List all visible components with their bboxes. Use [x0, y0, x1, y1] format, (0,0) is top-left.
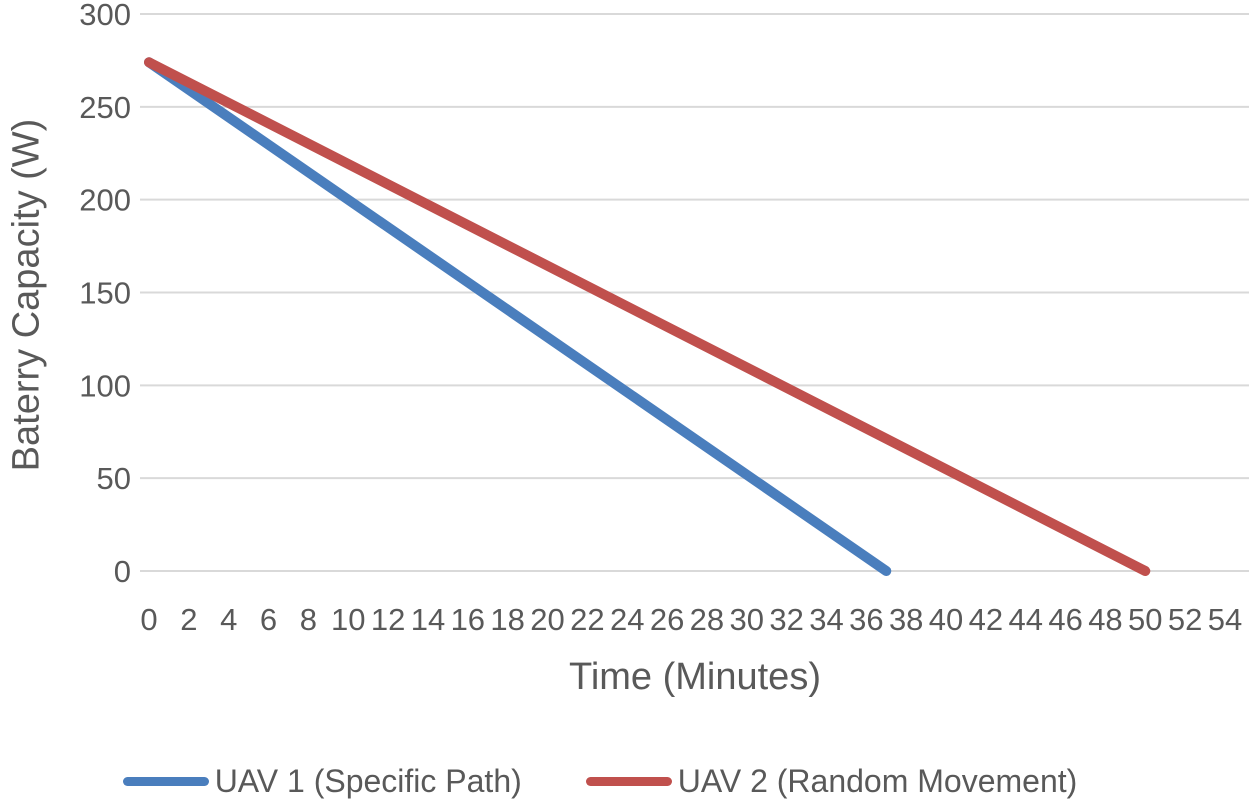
legend-item-uav1: UAV 1 (Specific Path)	[122, 763, 522, 800]
x-tick-label: 18	[490, 602, 524, 637]
x-tick-label: 28	[690, 602, 724, 637]
y-tick-label: 200	[79, 183, 131, 218]
x-tick-label: 22	[570, 602, 604, 637]
legend: UAV 1 (Specific Path) UAV 2 (Random Move…	[0, 763, 1256, 800]
x-axis-title: Time (Minutes)	[569, 656, 821, 698]
x-tick-label: 26	[650, 602, 684, 637]
x-tick-label: 40	[929, 602, 963, 637]
legend-label-uav1: UAV 1 (Specific Path)	[214, 763, 522, 799]
legend-swatch-uav1-icon	[122, 777, 209, 786]
x-tick-label: 24	[610, 602, 644, 637]
x-tick-label: 48	[1088, 602, 1122, 637]
x-tick-label: 50	[1128, 602, 1162, 637]
y-tick-label: 100	[79, 368, 131, 403]
x-tick-label: 44	[1008, 602, 1042, 637]
x-tick-label: 34	[809, 602, 843, 637]
x-tick-label: 32	[769, 602, 803, 637]
x-tick-label: 12	[371, 602, 405, 637]
x-tick-label: 8	[300, 602, 317, 637]
series-line-uav2	[144, 57, 1151, 576]
x-tick-label: 36	[849, 602, 883, 637]
x-tick-label: 42	[969, 602, 1003, 637]
y-tick-label: 300	[79, 0, 131, 32]
legend-item-uav2: UAV 2 (Random Movement)	[585, 763, 1078, 800]
legend-label-uav2: UAV 2 (Random Movement)	[677, 763, 1078, 799]
y-tick-label: 150	[79, 276, 131, 311]
y-tick-label: 50	[97, 461, 131, 496]
legend-swatch-uav2-icon	[585, 777, 672, 786]
x-tick-label: 0	[140, 602, 157, 637]
x-tick-label: 14	[411, 602, 445, 637]
x-tick-label: 30	[730, 602, 764, 637]
x-tick-label: 16	[451, 602, 485, 637]
y-tick-label: 0	[114, 554, 131, 589]
x-tick-label: 38	[889, 602, 923, 637]
x-tick-label: 54	[1208, 602, 1242, 637]
x-tick-label: 6	[260, 602, 277, 637]
x-tick-label: 4	[220, 602, 237, 637]
x-tick-label: 52	[1168, 602, 1202, 637]
x-tick-label: 10	[331, 602, 365, 637]
x-tick-label: 46	[1048, 602, 1082, 637]
y-axis-title: Baterry Capacity (W)	[5, 118, 48, 472]
x-tick-label: 2	[180, 602, 197, 637]
y-tick-label: 250	[79, 90, 131, 125]
series-line-uav1	[144, 57, 892, 576]
x-tick-label: 20	[530, 602, 564, 637]
